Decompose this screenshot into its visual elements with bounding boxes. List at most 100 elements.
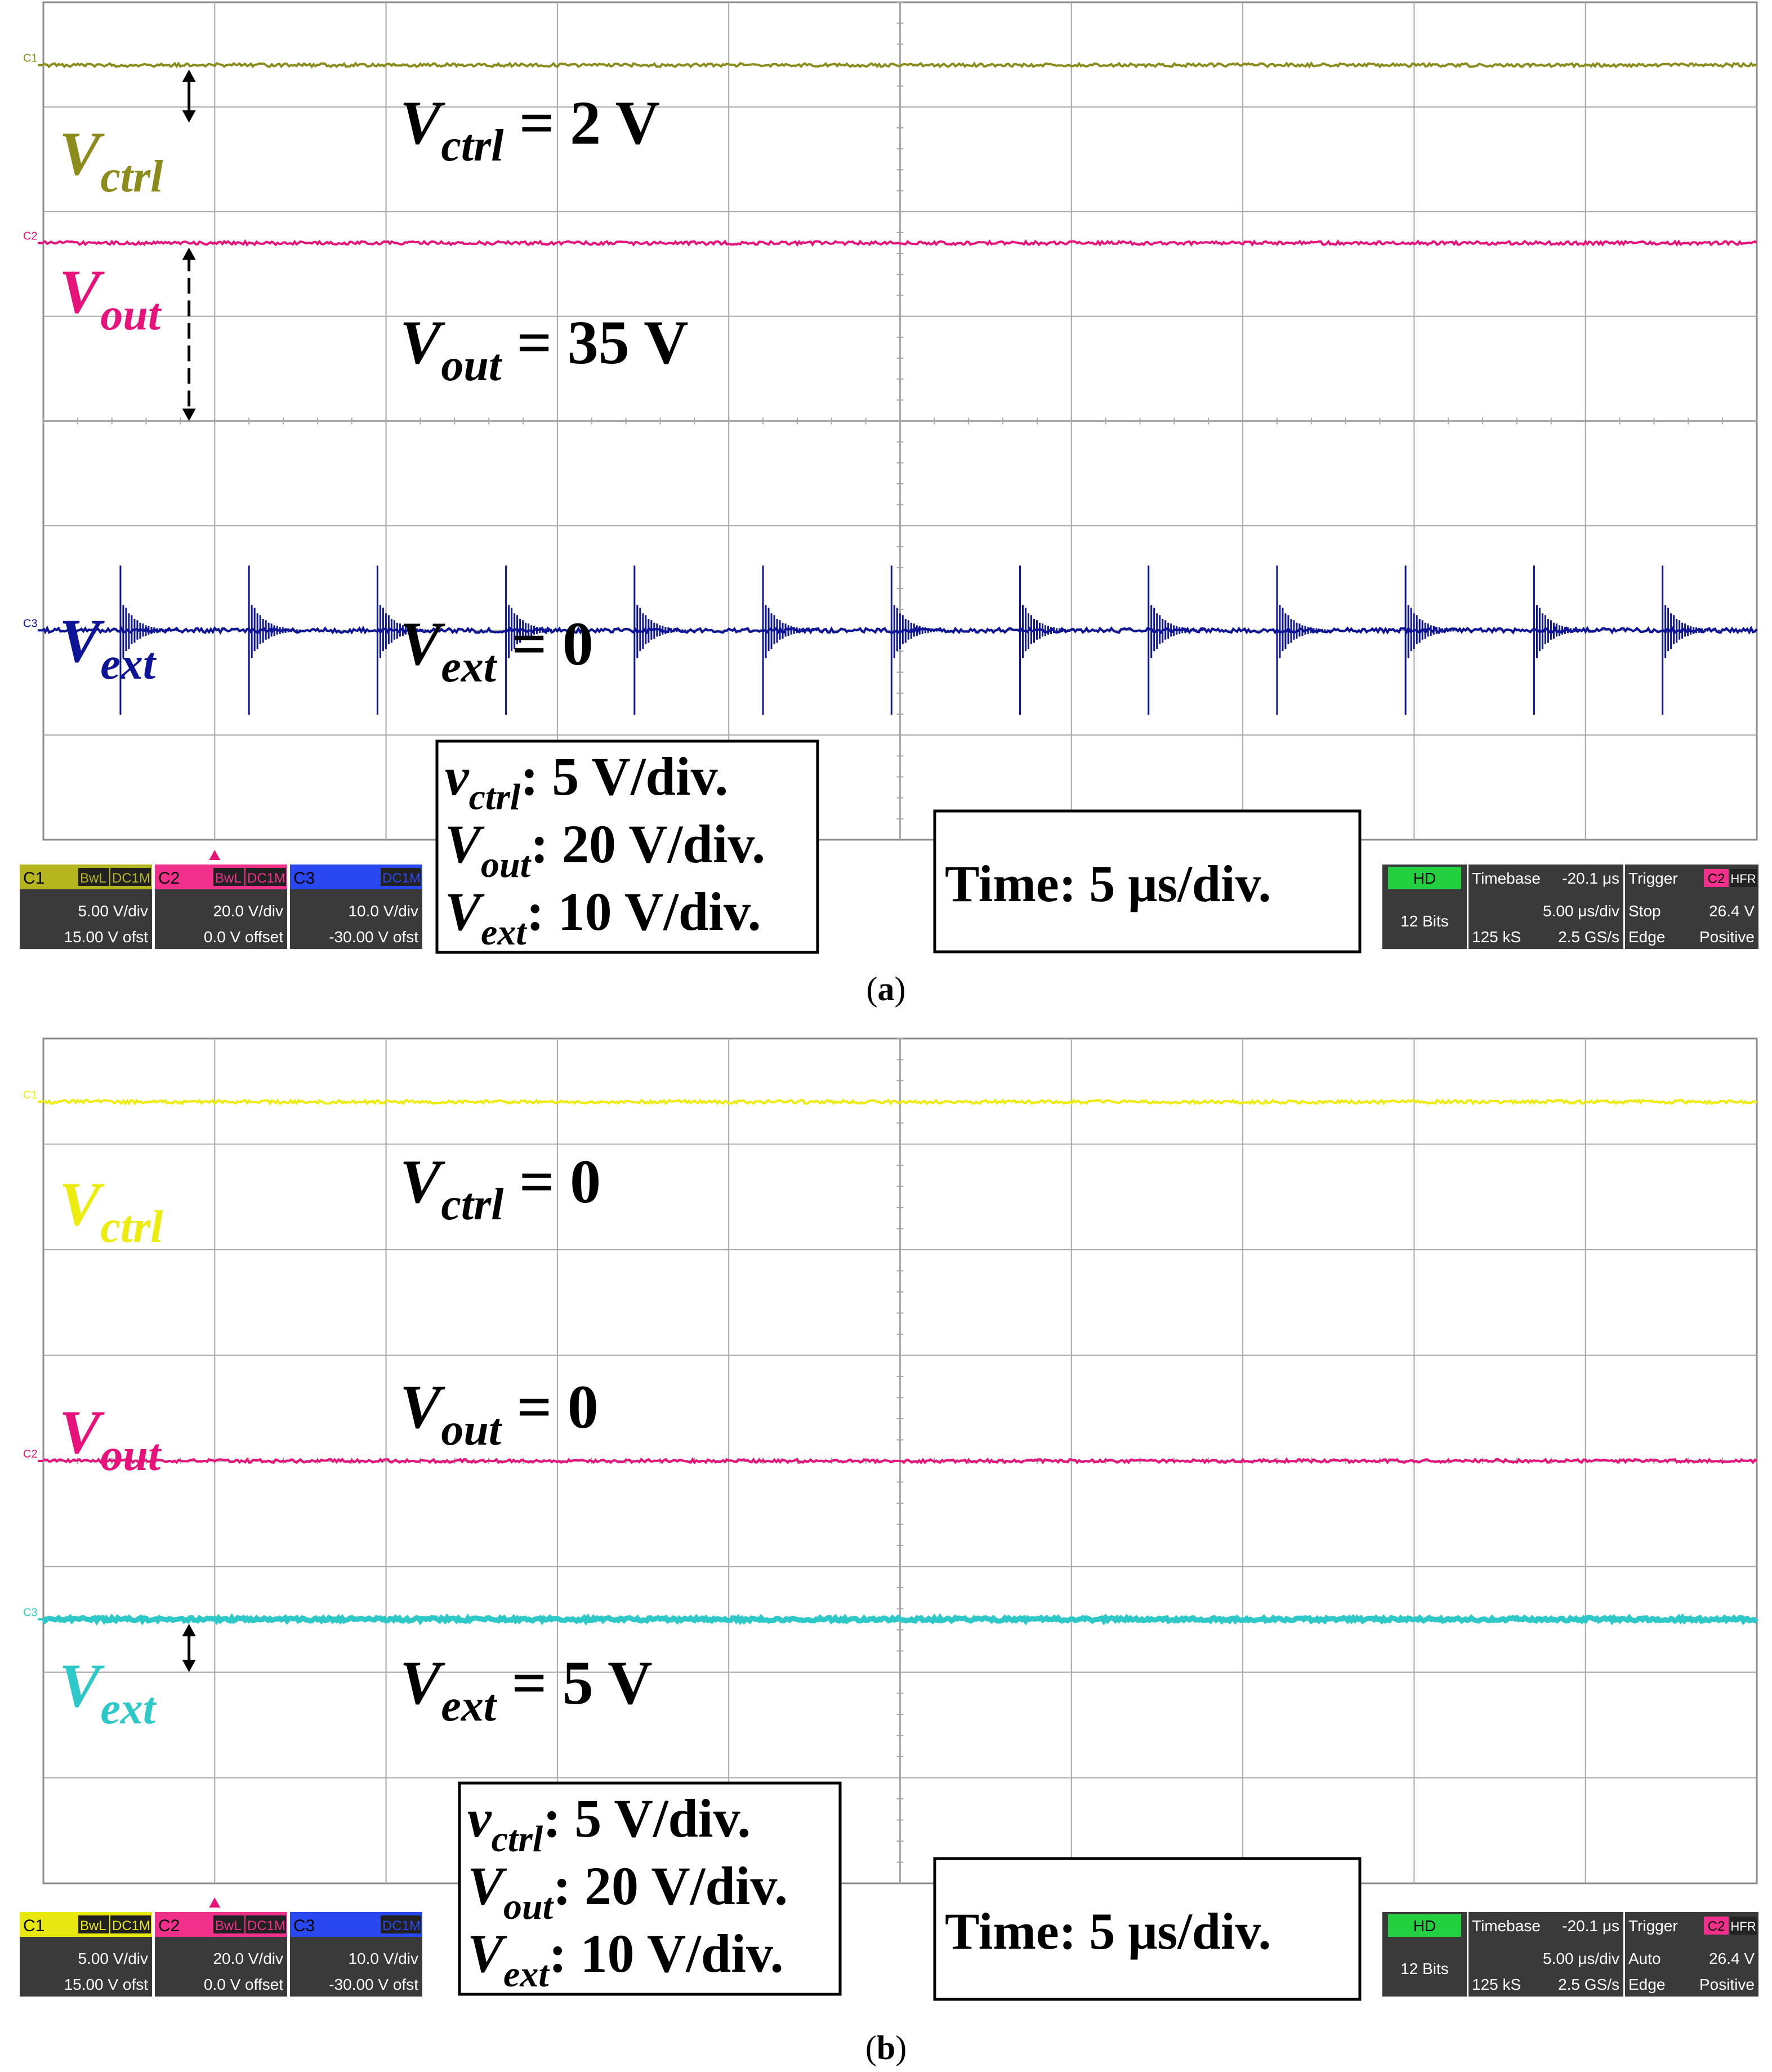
status-trigger-level: 26.4 V: [1709, 1950, 1755, 1967]
status-trigger-source-bg: [1704, 1917, 1729, 1935]
status-trigger-flag-bg: [1730, 869, 1757, 887]
status-trigger-slope: Positive: [1699, 928, 1755, 946]
figure-panel-b: C1 Vctrl C2 Vout C3 Vext Vctrl = 0 Vout = 0 Vext…: [0, 1036, 1772, 2072]
status-flag-bg: [246, 1915, 286, 1933]
channel-marker-C3: C3: [23, 1606, 38, 1619]
status-bits: 12 Bits: [1400, 912, 1449, 930]
arrow-vctrl: [182, 69, 196, 123]
spike-ringing: [1662, 565, 1723, 715]
grid: [42, 1, 1758, 841]
trace-spike: [376, 565, 438, 715]
trigger-marker-icon: [209, 850, 221, 860]
spike-ringing: [1148, 565, 1209, 715]
spike-ringing: [505, 565, 566, 715]
status-timebase-samples: 125 kS: [1472, 1976, 1521, 1993]
annotation-ext: Vext = 0: [400, 609, 593, 692]
annotation-value: = 0: [501, 1373, 599, 1441]
status-bits: 12 Bits: [1400, 1960, 1449, 1977]
status-flag: BwL: [80, 871, 106, 886]
status-flag-bg: [110, 868, 151, 886]
series-label-var: V: [59, 607, 105, 675]
status-flag-bg: [213, 1915, 244, 1933]
status-C2: C2 DC1M BwL 20.0 V/div 0.0 V offset: [155, 1912, 287, 1997]
status-trigger-source: C2: [1708, 871, 1725, 886]
scale-row-sub: ctrl: [492, 1819, 543, 1860]
caption-a: (a): [866, 970, 906, 1008]
scale-row-value: : 20 V/div.: [553, 1856, 788, 1916]
status-timebase-scale: 5.00 μs/div: [1543, 902, 1619, 920]
scale-row-ctrl: vctrl: 5 V/div.: [467, 1788, 751, 1860]
scale-row-value: : 20 V/div.: [530, 814, 765, 874]
channel-marker-C3: C3: [23, 617, 38, 630]
annotation-var: V: [400, 88, 445, 157]
status-channel-id: C3: [293, 1917, 315, 1935]
status-trigger-flag: HFR: [1730, 872, 1756, 886]
status-flag-bg: [78, 1915, 109, 1933]
series-label-sub: ext: [100, 1684, 157, 1734]
series-label-ext: Vext: [59, 1651, 157, 1734]
annotation-sub: out: [441, 341, 502, 390]
arrow-head-up: [182, 247, 196, 260]
scale-row-var: V: [445, 881, 485, 942]
scale-row-var: V: [467, 1923, 507, 1984]
figure-panel-a: C1 Vctrl C2 Vout C3 Vext Vctrl = 2 V Vout = 35 …: [20, 1, 1758, 1008]
channel-marker-C2: C2: [23, 1448, 38, 1460]
scale-row-value: : 5 V/div.: [543, 1788, 751, 1848]
scale-row-sub: out: [481, 844, 532, 885]
status-flag-bg: [381, 868, 421, 886]
trace-spike: [248, 565, 309, 715]
status-trigger-type: Edge: [1628, 1976, 1665, 1993]
status-flag: DC1M: [112, 871, 150, 886]
status-scale: 20.0 V/div: [213, 902, 283, 920]
scale-row-sub: ext: [481, 912, 527, 953]
spike-ringing: [1019, 565, 1081, 715]
series-label-out: Vout: [59, 257, 162, 340]
status-scale: 5.00 V/div: [78, 902, 148, 920]
caption-a-label: a: [877, 970, 895, 1008]
status-flag: DC1M: [247, 1918, 285, 1933]
status-trigger-type: Edge: [1628, 928, 1665, 946]
annotation-value: = 0: [496, 609, 593, 678]
trace-ctrl: [42, 1098, 1757, 1106]
spike-ringing: [119, 565, 181, 715]
scale-box: vctrl: 5 V/div.Vout: 20 V/div.Vext: 10 V…: [435, 739, 819, 954]
status-flag-bg: [110, 1915, 151, 1933]
status-offset: 15.00 V ofst: [64, 928, 149, 946]
status-flag: DC1M: [382, 871, 421, 886]
status-flag: BwL: [215, 871, 242, 886]
series-label-var: V: [59, 1170, 105, 1238]
caption-b-label: b: [876, 2029, 896, 2066]
spike-ringing: [890, 565, 952, 715]
time-box-frame: [933, 1857, 1362, 2001]
status-timebase-label: Timebase: [1472, 1917, 1541, 1935]
status-flag-bg: [78, 868, 109, 886]
arrow-head-up: [182, 1624, 196, 1637]
time-box: Time: 5 μs/div.: [933, 809, 1362, 953]
status-timebase: Timebase -20.1 μs 5.00 μs/div 125 kS 2.5 GS/…: [1469, 865, 1623, 949]
series-label-sub: out: [100, 1431, 162, 1480]
series-label-ctrl: Vctrl: [59, 119, 163, 202]
arrow-head-up: [182, 69, 196, 82]
status-hd-badge: [1388, 867, 1461, 889]
arrow-vext: [182, 1624, 196, 1672]
annotation-value: = 35 V: [501, 308, 689, 377]
scale-row-var: V: [445, 814, 485, 874]
trace-ext: [41, 1613, 1759, 1626]
series-label-var: V: [59, 119, 105, 188]
status-trigger-label: Trigger: [1628, 870, 1678, 887]
annotation-sub: out: [441, 1405, 502, 1455]
status-trigger: Trigger C2 HFR Auto 26.4 V Edge Positive: [1625, 1912, 1758, 1997]
time-box-label: Time: 5 μs/div.: [945, 1902, 1271, 1960]
trace-spike: [1404, 565, 1466, 715]
scale-row-value: : 5 V/div.: [520, 746, 728, 806]
series-label-out: Vout: [59, 1398, 162, 1480]
scale-row-var: v: [445, 746, 470, 806]
status-timebase-delay: -20.1 μs: [1562, 1917, 1619, 1935]
time-box: Time: 5 μs/div.: [933, 1857, 1362, 2001]
status-flag-bg: [246, 868, 286, 886]
status-timebase-scale: 5.00 μs/div: [1543, 1950, 1619, 1967]
status-channel-id: C3: [293, 869, 315, 888]
status-flag: DC1M: [112, 1918, 150, 1933]
status-bar: C1 DC1M BwL 5.00 V/div 15.00 V ofst C2 DC1M BwL…: [20, 850, 1758, 949]
